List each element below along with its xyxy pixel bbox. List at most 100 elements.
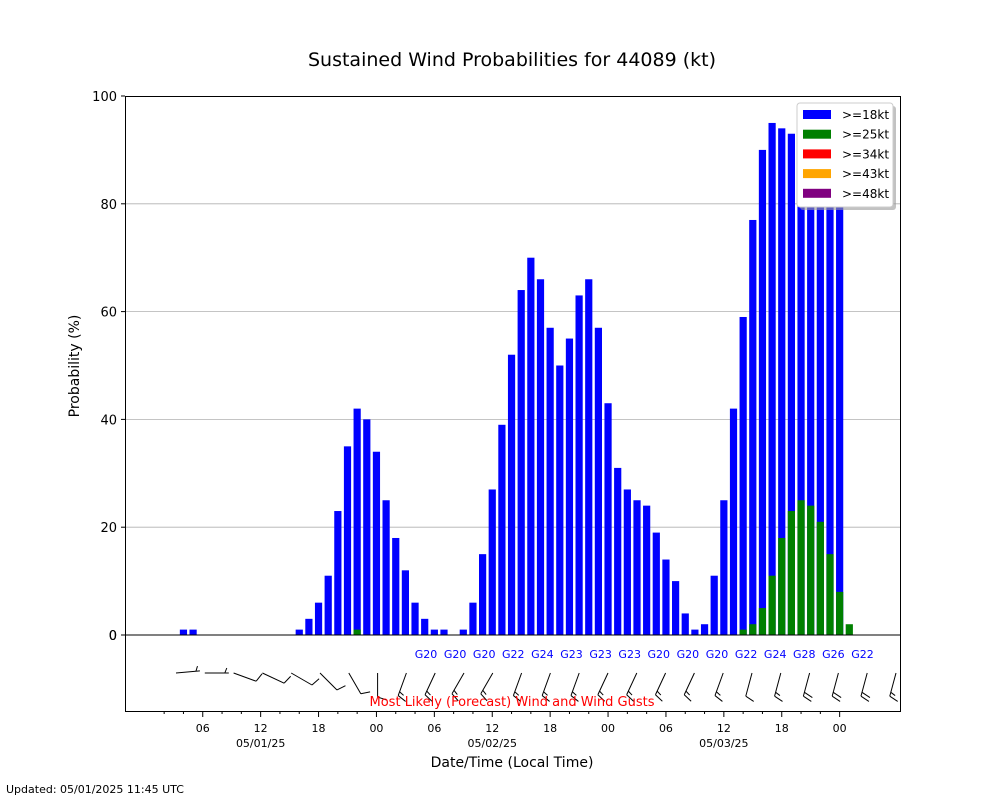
bar: [392, 537, 400, 635]
wind-barb: [860, 672, 871, 702]
bar: [314, 602, 323, 635]
bar: [758, 149, 767, 635]
wind-barb: [480, 672, 494, 702]
gust-label: G22: [851, 648, 874, 661]
barb-staff: [626, 672, 638, 695]
x-axis-label: Date/Time (Local Time): [431, 755, 594, 771]
barb-staff: [319, 672, 338, 691]
barb-staff: [397, 672, 407, 696]
bar: [479, 554, 487, 635]
barb-full: [655, 694, 663, 702]
barb-staff: [262, 672, 285, 684]
barb-staff: [541, 672, 551, 696]
x-tick-label: 00: [833, 722, 847, 735]
x-tick-label: 00: [601, 722, 615, 735]
bar: [517, 290, 525, 635]
bar: [710, 575, 718, 635]
bar: [372, 451, 381, 635]
x-tick-label: 06: [427, 722, 441, 735]
bar: [353, 629, 361, 635]
bar: [633, 500, 641, 635]
bar: [816, 521, 824, 635]
bar: [768, 122, 776, 635]
wind-barb: [175, 665, 200, 674]
bar: [681, 613, 689, 635]
gust-label: G22: [502, 648, 525, 661]
bar: [604, 403, 612, 635]
barb-staff: [597, 672, 609, 695]
wind-barb: [774, 672, 783, 702]
bar: [343, 446, 352, 635]
x-axis-ticks: 06 12 18 00 06 12 18 00 06 12 18 00 05/01/25 05/02/25…: [163, 711, 847, 750]
wind-barb: [290, 672, 320, 686]
bar: [507, 354, 516, 635]
gust-label: G22: [735, 648, 758, 661]
x-tick-label: 18: [775, 722, 789, 735]
gust-label: G23: [589, 648, 612, 661]
barb-full: [283, 675, 292, 684]
barb-staff: [655, 672, 667, 695]
barb-half: [656, 690, 662, 696]
bar: [720, 500, 728, 635]
bar: [575, 295, 583, 635]
bar: [787, 511, 795, 635]
bar: [401, 570, 409, 635]
gust-label: G23: [618, 648, 641, 661]
legend-swatch: [803, 110, 831, 119]
barb-full: [683, 694, 692, 702]
x-tick-label: 12: [254, 722, 268, 735]
barb-staff: [745, 672, 753, 697]
bar: [585, 279, 593, 635]
legend-label: >=48kt: [842, 187, 889, 201]
barb-full: [311, 678, 320, 686]
barb-half: [716, 691, 721, 696]
wind-barb: [451, 672, 465, 702]
barb-full: [451, 693, 459, 702]
x-tick-label: 12: [485, 722, 499, 735]
bar: [652, 532, 660, 635]
wind-barb: [802, 672, 813, 702]
wind-barb: [889, 672, 898, 702]
legend-label: >=25kt: [842, 128, 889, 142]
bar: [295, 629, 303, 635]
barb-full: [255, 673, 263, 682]
barb-full: [803, 695, 812, 702]
bar: [536, 279, 545, 635]
barb-full: [336, 685, 346, 691]
barb-full: [360, 691, 371, 695]
wind-barbs: [175, 665, 898, 702]
bar: [749, 219, 757, 635]
barb-half: [627, 690, 633, 696]
gust-label: G28: [793, 648, 816, 661]
wind-barb: [626, 672, 638, 702]
x-tick-label: 12: [717, 722, 731, 735]
legend-box: [796, 102, 894, 208]
barb-half: [426, 690, 431, 696]
gust-label: G26: [822, 648, 845, 661]
barb-half: [685, 690, 690, 696]
gust-labels: G20 G20 G20 G22 G24 G23 G23 G23 G20 G20 G20 G22 G24 G…: [415, 648, 874, 661]
wind-barb: [204, 667, 229, 674]
gust-label: G20: [648, 648, 671, 661]
x-tick-label: 06: [659, 722, 673, 735]
wind-barb: [233, 672, 263, 682]
barb-half: [543, 691, 548, 696]
bar: [700, 624, 709, 635]
bar: [421, 618, 429, 635]
barb-staff: [348, 672, 362, 695]
barb-full: [714, 695, 723, 702]
barb-full: [626, 694, 634, 702]
bar: [498, 424, 506, 635]
y-tick-label: 20: [100, 521, 117, 536]
bar: [749, 624, 757, 635]
bar: [363, 419, 371, 635]
barb-full: [541, 695, 550, 702]
bar: [189, 629, 197, 635]
y-tick-label: 0: [109, 629, 117, 644]
bar: [623, 489, 631, 635]
barb-full: [832, 691, 842, 698]
bar: [643, 505, 651, 635]
gust-label: G20: [415, 648, 438, 661]
